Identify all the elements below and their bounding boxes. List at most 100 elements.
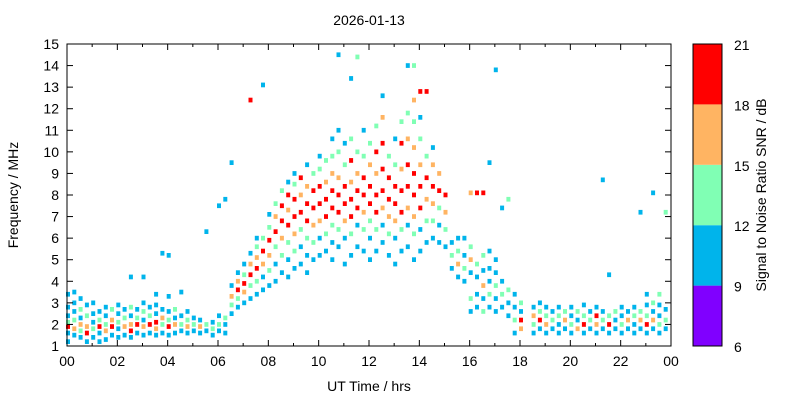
data-point <box>399 140 404 146</box>
colorbar-tick-label: 21 <box>734 37 750 53</box>
data-point <box>657 291 662 297</box>
data-point <box>166 317 171 323</box>
data-point <box>128 335 133 340</box>
data-point <box>619 330 624 336</box>
data-point <box>242 281 247 286</box>
data-point <box>368 162 372 168</box>
data-point <box>418 227 423 232</box>
data-point <box>581 313 586 319</box>
data-point <box>267 237 272 243</box>
data-point <box>135 330 140 336</box>
data-point <box>500 278 505 284</box>
data-point <box>368 140 372 146</box>
data-point <box>78 335 83 340</box>
data-point <box>330 240 335 245</box>
colorbar-frame <box>692 43 723 347</box>
data-point <box>72 300 77 306</box>
data-point <box>550 326 555 332</box>
data-point <box>305 270 310 275</box>
data-point <box>651 309 656 314</box>
data-point <box>336 227 341 232</box>
data-point <box>292 181 297 187</box>
data-points <box>66 52 668 344</box>
data-point <box>405 222 410 228</box>
data-point <box>97 339 102 344</box>
data-point <box>380 115 385 120</box>
data-point <box>361 209 366 215</box>
data-point <box>512 291 517 297</box>
data-point <box>84 313 89 319</box>
data-point <box>393 235 398 241</box>
data-point <box>72 289 77 295</box>
data-point <box>412 192 416 198</box>
data-point <box>651 300 656 306</box>
data-point <box>374 149 379 155</box>
data-point <box>191 315 196 321</box>
data-point <box>475 304 479 310</box>
data-point <box>66 304 70 310</box>
data-point <box>556 313 561 319</box>
data-point <box>418 248 423 254</box>
data-point <box>443 209 448 215</box>
data-point <box>116 335 121 340</box>
data-point <box>116 319 121 325</box>
data-point <box>147 330 152 336</box>
data-point <box>349 76 354 81</box>
data-point <box>242 261 247 267</box>
data-point <box>361 248 366 254</box>
data-point <box>66 291 70 297</box>
data-point <box>380 205 385 211</box>
data-point <box>154 311 159 316</box>
data-point <box>588 317 593 323</box>
data-point <box>179 328 184 334</box>
data-point <box>72 309 77 314</box>
data-point <box>519 326 523 332</box>
data-point <box>84 302 89 308</box>
data-point <box>141 332 146 338</box>
data-point <box>594 330 599 336</box>
data-point <box>449 266 454 271</box>
data-point <box>103 322 108 327</box>
data-point <box>632 313 637 319</box>
data-point <box>147 322 152 327</box>
y-tick-label: 8 <box>51 187 59 203</box>
data-point <box>317 235 322 241</box>
x-tick-label: 14 <box>412 353 428 369</box>
data-point <box>380 140 385 146</box>
data-point <box>500 291 505 297</box>
y-tick-label: 4 <box>51 273 59 289</box>
data-point <box>575 309 580 314</box>
data-point <box>638 209 643 215</box>
data-point <box>235 270 240 275</box>
data-point <box>632 304 637 310</box>
data-point <box>336 175 341 181</box>
data-point <box>267 212 272 217</box>
data-point <box>374 192 379 198</box>
data-point <box>248 296 253 301</box>
data-point <box>204 322 209 327</box>
data-point <box>154 319 159 325</box>
data-point <box>361 153 366 159</box>
data-point <box>361 227 366 232</box>
data-point <box>141 309 146 314</box>
data-point <box>506 196 511 202</box>
data-point <box>581 302 586 308</box>
data-point <box>475 274 479 280</box>
data-point <box>399 209 404 215</box>
data-point <box>223 330 228 336</box>
x-axis-label: UT Time / hrs <box>327 378 411 394</box>
data-point <box>97 324 102 329</box>
data-point <box>443 244 448 250</box>
data-point <box>412 231 416 237</box>
data-point <box>185 309 190 314</box>
data-point <box>248 283 253 288</box>
data-point <box>512 317 517 323</box>
data-point <box>235 296 240 301</box>
y-tick-label: 6 <box>51 230 59 246</box>
data-point <box>110 307 114 312</box>
data-point <box>185 317 190 323</box>
data-point <box>317 166 322 172</box>
data-point <box>613 309 618 314</box>
data-point <box>380 188 385 193</box>
data-point <box>487 266 492 271</box>
